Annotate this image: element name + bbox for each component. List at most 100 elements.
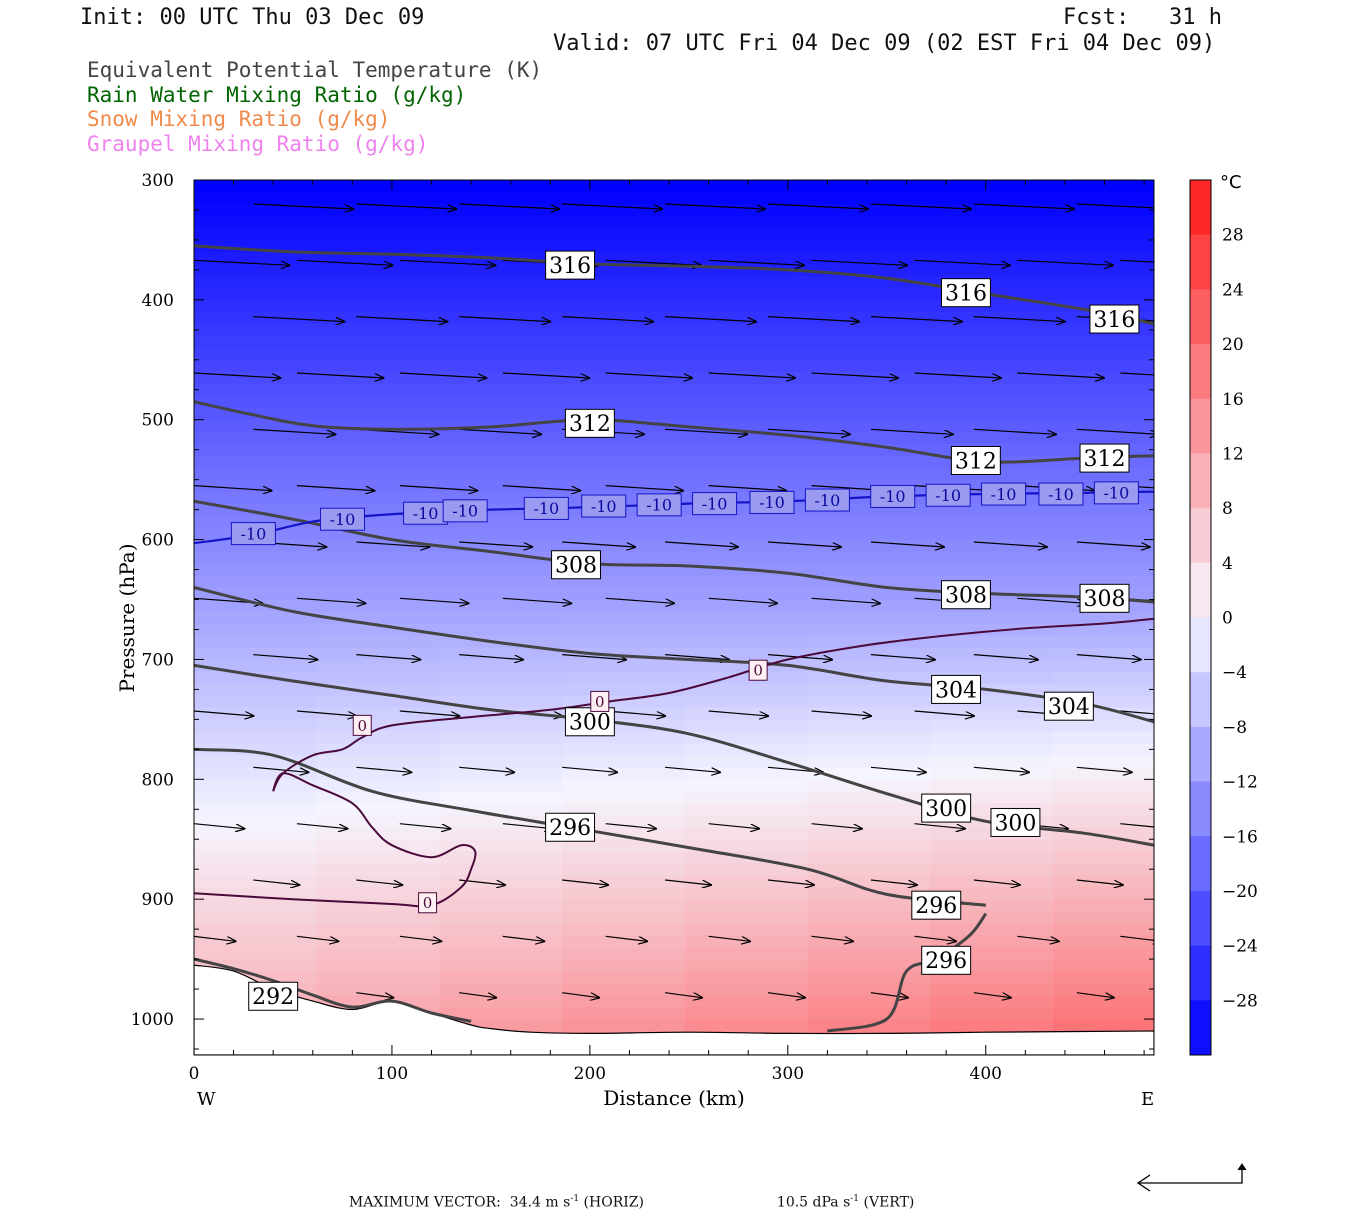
freezing-label: 0 [418, 892, 438, 914]
svg-text:-10: -10 [1048, 485, 1074, 504]
wind-vector [811, 259, 908, 265]
temperature-cell [194, 731, 318, 745]
temperature-cell [684, 479, 809, 493]
temperature-cell [316, 671, 441, 685]
temperature-cell [194, 479, 318, 493]
temperature-cell [1053, 779, 1154, 793]
temperature-cell [1053, 719, 1154, 733]
colorbar-tick-label: 4 [1222, 554, 1233, 574]
temperature-cell [194, 563, 318, 577]
minus10-label: -10 [870, 484, 916, 508]
wind-vector [562, 879, 608, 885]
theta-e-label: 316 [1089, 304, 1140, 334]
temperature-cell [807, 407, 932, 421]
wind-vector [973, 766, 1029, 772]
temperature-cell [194, 239, 318, 253]
temperature-cell [439, 371, 563, 385]
wind-vector [973, 879, 1020, 885]
field-label-snow: Snow Mixing Ratio (g/kg) [87, 107, 391, 131]
svg-text:312: 312 [955, 449, 997, 474]
wind-vectors [194, 203, 1154, 998]
temperature-cell [439, 659, 563, 673]
wind-vector [767, 992, 805, 998]
wind-vector [1076, 654, 1141, 660]
theta-e-contour-304 [194, 586, 1154, 724]
temperature-cell [1053, 227, 1154, 241]
temperature-cell [807, 911, 932, 924]
temperature-cell [439, 695, 563, 709]
colorbar-tick-label: −24 [1222, 937, 1258, 957]
wind-vector [811, 710, 872, 716]
wind-vector [296, 597, 366, 603]
minus10-label: -10 [1093, 481, 1139, 505]
theta-e-label: 308 [551, 550, 601, 580]
wind-vector [1076, 766, 1132, 772]
wind-vector [356, 766, 411, 772]
max-vector-horiz-text: MAXIMUM VECTOR: 34.4 m s [348, 1194, 571, 1211]
svg-text:-10: -10 [330, 510, 356, 529]
temperature-cell [316, 227, 441, 241]
wind-vector [973, 316, 1065, 322]
temperature-cell [684, 551, 809, 565]
temperature-cell [316, 659, 441, 673]
temperature-cell [194, 659, 318, 673]
wind-vector [399, 485, 478, 491]
temperature-cell [684, 239, 809, 253]
temperature-cell [684, 695, 809, 709]
temperature-cell [194, 323, 318, 337]
temperature-cell [316, 491, 441, 505]
temperature-cell [807, 971, 932, 984]
temperature-cell [562, 947, 686, 960]
temperature-cell [930, 983, 1054, 996]
wind-vector [253, 428, 335, 434]
temperature-cell [194, 827, 318, 841]
temperature-cell [930, 731, 1054, 745]
svg-text:316: 316 [549, 254, 591, 279]
theta-e-label: 312 [564, 408, 615, 438]
svg-text:308: 308 [1084, 587, 1126, 612]
temperature-cell [930, 611, 1054, 625]
temperature-cell [684, 971, 809, 984]
wind-vector [1017, 935, 1059, 941]
temperature-cell [807, 335, 932, 349]
wind-vector [356, 316, 447, 322]
temperature-cell [439, 1007, 563, 1020]
wind-vector [502, 597, 572, 603]
wind-vector [1120, 259, 1154, 263]
temperature-cell [684, 923, 809, 936]
temperature-cell [316, 443, 441, 457]
colorbar-band [1190, 453, 1211, 509]
temperature-cell [930, 779, 1054, 793]
temperature-cell [930, 335, 1054, 349]
wind-vector [502, 823, 554, 829]
temperature-cell [807, 995, 932, 1008]
temperature-cell [562, 371, 686, 385]
temperature-cell [930, 395, 1054, 409]
temperature-cell [316, 647, 441, 661]
temperature-cell [194, 575, 318, 589]
temperature-cell [1053, 851, 1154, 865]
temperature-cell [439, 467, 563, 481]
temperature-cell [439, 623, 563, 637]
temperature-cell [194, 203, 318, 217]
temperature-cell [316, 215, 441, 229]
temperature-cell [684, 635, 809, 649]
temperature-cell [1053, 539, 1154, 553]
temperature-cell [439, 359, 563, 373]
wind-vector [1076, 879, 1123, 885]
temperature-cell [316, 455, 441, 469]
temperature-cell [684, 335, 809, 349]
temperature-cell [562, 923, 686, 936]
field-label-theta-e: Equivalent Potential Temperature (K) [87, 58, 543, 82]
temperature-cell [439, 275, 563, 289]
temperature-cell [1053, 983, 1154, 996]
wind-vector [296, 710, 357, 716]
temperature-cell [439, 180, 563, 193]
wind-vector [708, 597, 778, 603]
horiz-exponent: -1 [570, 1194, 580, 1204]
temperature-cell [316, 923, 441, 936]
wind-vector [973, 203, 1074, 209]
temperature-cell [562, 743, 686, 757]
temperature-cell [930, 180, 1054, 193]
temperature-cell [930, 659, 1054, 673]
